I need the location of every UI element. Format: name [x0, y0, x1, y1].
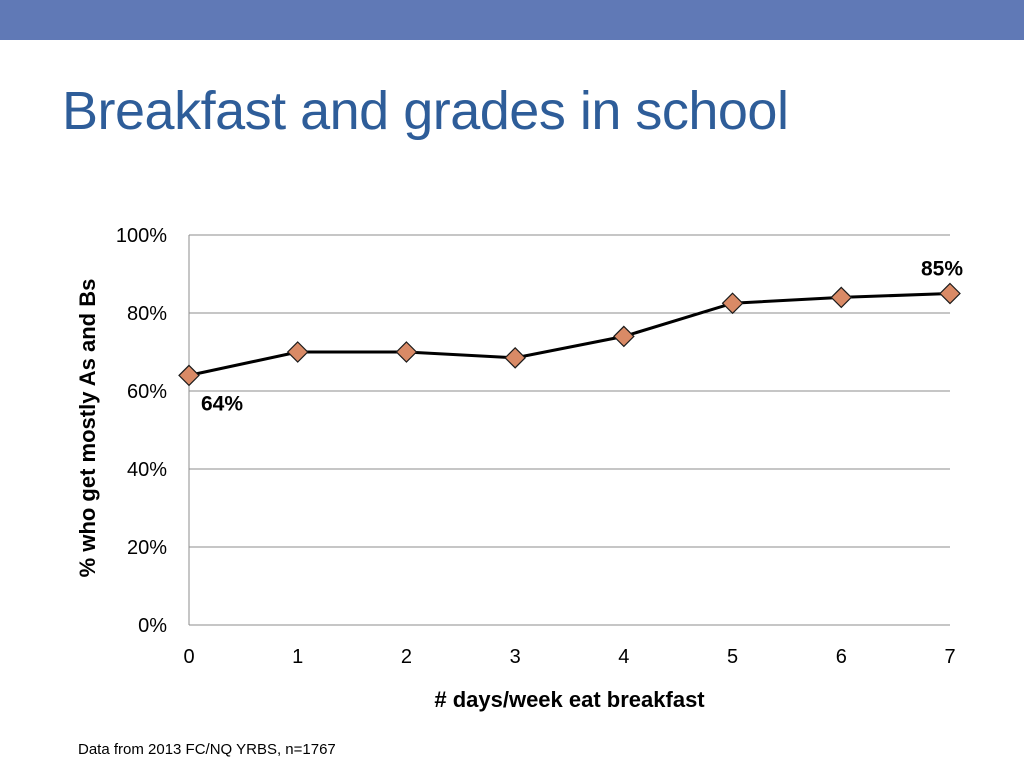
- data-point-marker: [939, 282, 961, 305]
- data-label: 64%: [201, 392, 243, 415]
- y-tick-label: 80%: [127, 303, 167, 325]
- y-tick-label: 20%: [127, 537, 167, 559]
- x-tick-label: 6: [836, 646, 847, 668]
- slide-title: Breakfast and grades in school: [62, 81, 789, 141]
- y-tick-labels: 0% 20% 40% 60% 80% 100%: [116, 225, 167, 637]
- x-tick-label: 5: [727, 646, 738, 668]
- x-tick-label: 2: [401, 646, 412, 668]
- y-axis-title: % who get mostly As and Bs: [75, 279, 100, 578]
- data-point-marker: [613, 325, 635, 348]
- data-point-marker: [830, 286, 853, 309]
- gridlines: [189, 234, 950, 626]
- x-tick-label: 3: [510, 646, 521, 668]
- y-tick-label: 100%: [116, 225, 167, 247]
- data-point-marker: [286, 341, 309, 363]
- series-line: [188, 292, 951, 377]
- y-tick-label: 40%: [127, 459, 167, 481]
- data-point-marker: [395, 341, 418, 363]
- data-labels: 64% 85%: [201, 258, 963, 416]
- x-tick-label: 4: [618, 646, 629, 668]
- x-tick-label: 0: [183, 646, 194, 668]
- x-tick-label: 1: [292, 646, 303, 668]
- source-note: Data from 2013 FC/NQ YRBS, n=1767: [78, 741, 336, 758]
- data-point-marker: [721, 292, 744, 315]
- x-tick-label: 7: [944, 646, 955, 668]
- y-tick-label: 0%: [138, 615, 167, 637]
- data-point-marker: [178, 364, 200, 387]
- data-points: [178, 282, 961, 387]
- y-tick-label: 60%: [127, 381, 167, 403]
- x-tick-labels: 0 1 2 3 4 5 6 7: [183, 646, 955, 668]
- top-accent-bar: [0, 0, 1024, 40]
- data-point-marker: [504, 347, 526, 369]
- data-label: 85%: [921, 258, 963, 281]
- x-axis-title: # days/week eat breakfast: [434, 687, 705, 712]
